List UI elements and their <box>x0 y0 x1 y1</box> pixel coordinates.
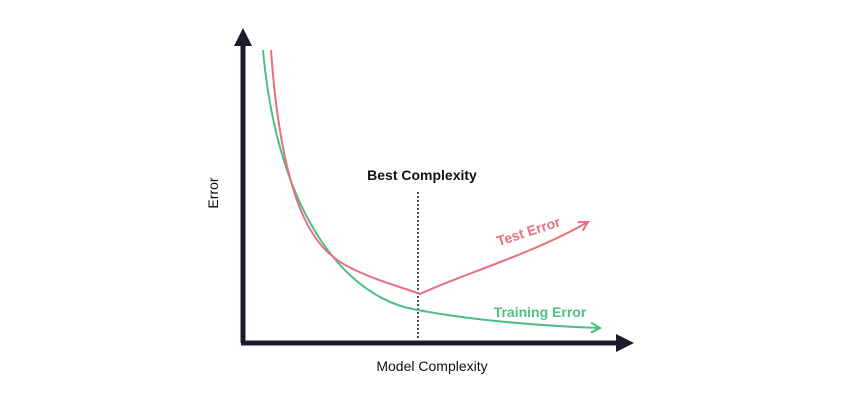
test-error-label: Test Error <box>495 213 563 249</box>
x-axis-label: Model Complexity <box>376 358 487 374</box>
x-axis-arrowhead <box>616 334 634 352</box>
y-axis-label: Error <box>205 177 221 208</box>
training-error-curve <box>262 49 600 328</box>
training-error-label: Training Error <box>494 304 587 320</box>
test-error-curve <box>270 49 588 296</box>
best-complexity-label: Best Complexity <box>367 167 477 183</box>
y-axis-arrowhead <box>234 28 252 46</box>
